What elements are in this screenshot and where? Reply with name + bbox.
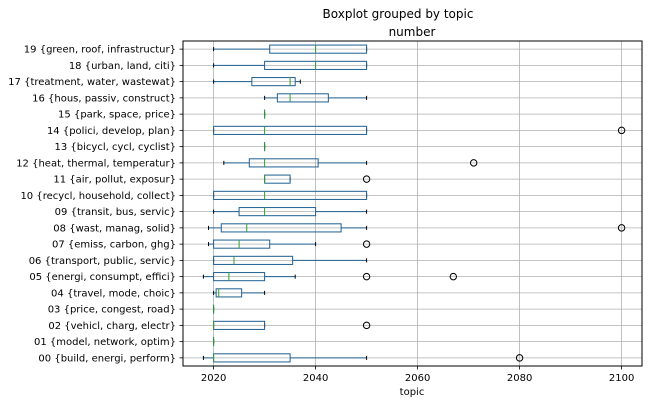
category-label: 09 {transit, bus, servic} — [55, 207, 176, 218]
x-tick-label: 2100 — [609, 373, 634, 384]
category-label: 01 {model, network, optim} — [34, 337, 176, 348]
box-4 — [213, 288, 266, 298]
iqr-box — [251, 77, 296, 87]
outlier-point — [362, 272, 371, 281]
category-label: 17 {treatment, water, wastewat} — [8, 77, 176, 88]
plot-area-frame — [182, 40, 643, 367]
x-axis-label: topic — [400, 387, 425, 398]
iqr-box — [238, 207, 317, 217]
chart-title: Boxplot grouped by topic — [323, 7, 474, 21]
category-label: 10 {recycl, household, collect} — [20, 191, 176, 202]
x-tick-label: 2020 — [201, 373, 226, 384]
category-label: 07 {emiss, carbon, ghg} — [52, 240, 176, 251]
category-label: 05 {energi, consumpt, effici} — [29, 272, 176, 283]
iqr-box — [213, 255, 294, 265]
x-tick-label: 2040 — [303, 373, 328, 384]
box-19 — [213, 44, 368, 54]
y-axis-ticks: 00 {build, energi, perform} 01 {model, ne… — [8, 45, 183, 364]
x-tick-label: 2080 — [507, 373, 532, 384]
box-14 — [213, 125, 626, 135]
box-12 — [223, 158, 478, 168]
category-label: 08 {wast, manag, solid} — [53, 223, 176, 234]
category-label: 02 {vehicl, charg, electr} — [48, 321, 176, 332]
iqr-box — [248, 158, 319, 168]
box-10 — [213, 190, 368, 200]
outlier-point — [362, 321, 371, 330]
category-label: 04 {travel, mode, choic} — [51, 288, 176, 299]
x-axis-ticks: 2020 2040 2060 2080 2100 — [201, 366, 634, 384]
outlier-point — [617, 126, 626, 135]
outlier-point — [617, 224, 626, 232]
category-label: 19 {green, roof, infrastructur} — [24, 45, 176, 56]
category-label: 06 {transport, public, servic} — [29, 256, 176, 267]
iqr-box — [213, 272, 266, 282]
box-5 — [202, 272, 457, 282]
category-label: 11 {air, pollut, exposur} — [53, 175, 176, 186]
box-11 — [264, 174, 371, 184]
box-17 — [213, 77, 301, 87]
category-label: 03 {price, congest, road} — [48, 305, 176, 316]
category-label: 18 {urban, land, citi} — [69, 61, 176, 72]
category-label: 16 {hous, passiv, construct} — [32, 93, 176, 104]
iqr-box — [269, 44, 368, 54]
iqr-box — [220, 223, 342, 233]
box-16 — [264, 93, 368, 103]
iqr-box — [215, 288, 243, 298]
category-label: 14 {polici, develop, plan} — [47, 126, 176, 137]
outlier-point — [362, 175, 371, 183]
iqr-box — [276, 93, 329, 103]
box-18 — [213, 60, 368, 70]
category-label: 00 {build, energi, perform} — [38, 353, 176, 364]
outlier-point — [470, 159, 478, 167]
category-label: 12 {heat, thermal, temperatur} — [16, 158, 176, 169]
outlier-point — [449, 272, 457, 281]
box-9 — [213, 207, 368, 217]
box-7 — [208, 239, 371, 249]
category-label: 13 {bicycl, cycl, cyclist} — [55, 142, 176, 153]
grid-lines — [183, 41, 642, 366]
x-tick-label: 2060 — [405, 373, 430, 384]
iqr-box — [213, 190, 368, 200]
iqr-box — [213, 125, 368, 135]
outlier-point — [515, 354, 524, 362]
category-label: 15 {park, space, price} — [58, 110, 176, 121]
box-0 — [202, 353, 524, 363]
box-8 — [208, 223, 626, 233]
iqr-box — [213, 239, 271, 249]
box-2 — [213, 320, 371, 330]
box-6 — [213, 255, 368, 265]
chart-subtitle: number — [389, 25, 436, 39]
outlier-point — [362, 240, 371, 248]
boxes — [202, 44, 626, 363]
